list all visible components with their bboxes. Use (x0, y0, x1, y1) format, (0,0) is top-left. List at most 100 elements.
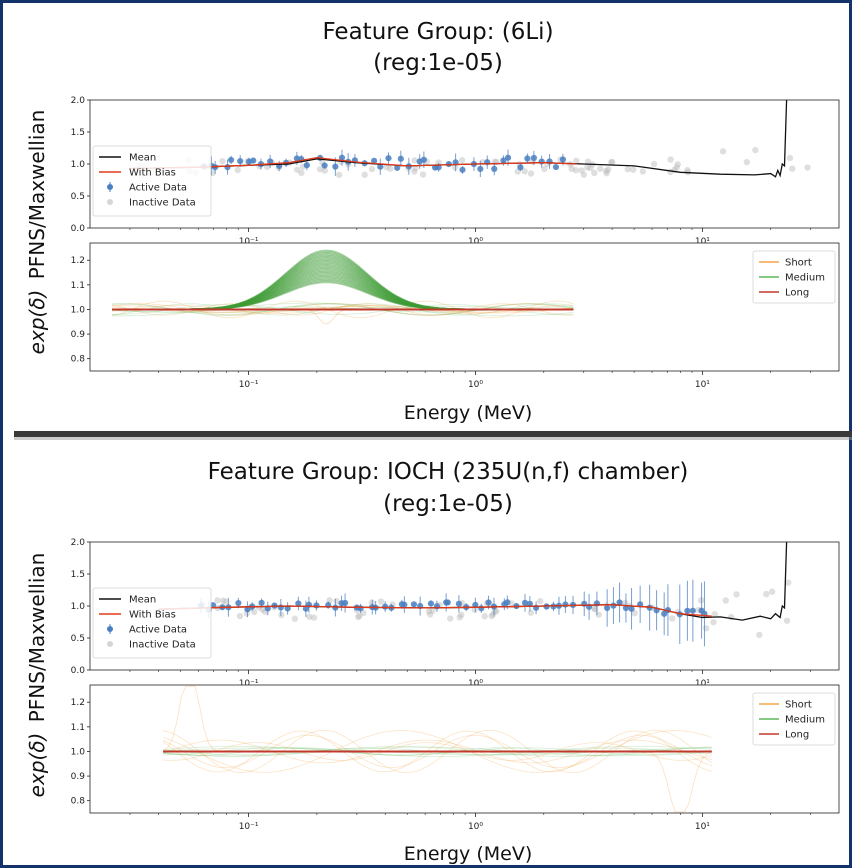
f2-bot-xtick-label: 10⁰ (468, 822, 483, 832)
active-data-point (277, 604, 284, 611)
inactive-data-point (222, 598, 229, 605)
active-data-point (459, 166, 466, 173)
inactive-data-point (622, 599, 629, 607)
inactive-data-point (411, 157, 418, 164)
inactive-data-point (669, 615, 676, 622)
active-data-point (562, 601, 569, 608)
inactive-data-point (426, 611, 434, 618)
inactive-data-point (786, 154, 794, 162)
f1-bot-ytick-label: 1.0 (71, 305, 86, 315)
f1-top-xtick-label: 10⁻¹ (239, 237, 259, 247)
figure-2-top-panel: 0.0 0.5 1.0 1.5 2.0 10⁻¹ 10⁰ 10¹ Mean With Bias Ac… (71, 538, 840, 689)
active-data-point (628, 605, 635, 612)
medium-sample-curve (112, 304, 574, 315)
active-data-point (237, 157, 244, 165)
f1-bot-ytick-label: 1.1 (71, 281, 85, 291)
short-sample-curve (163, 742, 712, 761)
figure-1-bottom-panel: 0.8 0.9 1.0 1.1 1.2 10⁻¹ 10⁰ 10¹ Short Medium Long (71, 242, 840, 390)
active-data-point (478, 605, 485, 612)
f1-bot-ytick-label: 0.9 (71, 330, 86, 340)
active-data-point (267, 158, 274, 165)
inactive-data-point (429, 607, 436, 614)
medium-sample-curve (163, 746, 712, 757)
short-sample-curve (111, 306, 574, 313)
inactive-data-point (603, 167, 610, 175)
inactive-data-point (361, 171, 368, 178)
f1-top-xtick-label: 10⁰ (468, 237, 483, 247)
legend-box (752, 692, 836, 746)
inactive-data-point (684, 166, 691, 174)
f1-bot-xtick-label: 10⁻¹ (239, 380, 259, 390)
inactive-data-point (639, 168, 647, 175)
inactive-data-point (743, 158, 751, 166)
inactive-data-point (356, 612, 363, 620)
legend-active-swatch (107, 184, 113, 190)
active-data-point (385, 155, 392, 162)
medium-sample-curve (111, 303, 574, 316)
inactive-data-point (573, 157, 580, 164)
active-data-point (313, 602, 320, 609)
inactive-data-point (591, 169, 598, 177)
inactive-data-point (722, 597, 729, 604)
figure-1-title: Feature Group: (6Li) (322, 19, 553, 45)
f1-bot-xtick-label: 10⁰ (468, 380, 483, 390)
active-data-point (377, 163, 384, 170)
inactive-data-point (783, 617, 791, 624)
active-data-point (530, 154, 537, 162)
active-data-point (524, 155, 531, 162)
active-data-point (504, 154, 512, 161)
inactive-data-point (584, 158, 592, 165)
inactive-data-point (368, 165, 376, 173)
active-data-point (500, 157, 507, 164)
active-data-point (342, 599, 349, 607)
inactive-data-point (804, 164, 811, 171)
medium-sample-curve (163, 746, 712, 757)
inactive-data-point (278, 611, 285, 619)
figure-2-subtitle: (reg:1e-05) (383, 491, 513, 517)
active-data-point (235, 599, 242, 607)
inactive-data-point (316, 166, 324, 173)
inactive-data-point (298, 169, 305, 177)
inactive-data-point (293, 166, 301, 173)
legend-label: Mean (129, 595, 156, 606)
active-data-point (394, 164, 401, 171)
f1-bot-ytick-label: 0.8 (71, 355, 86, 365)
active-data-point (445, 160, 452, 168)
f2-bot-ytick-label: 0.9 (71, 772, 86, 782)
medium-sample-curve (111, 303, 574, 316)
inactive-data-point (214, 597, 221, 604)
active-data-point (616, 599, 623, 606)
legend-label: Active Data (129, 183, 187, 194)
f1-bot-xtick-label: 10¹ (695, 380, 710, 390)
legend-inactive-swatch (107, 199, 113, 205)
f2-top-ytick-label: 0.5 (71, 634, 85, 644)
figure-1-top-panel: 0.0 0.5 1.0 1.5 2.0 10⁻¹ 10⁰ 10¹ Mean With Bias Ac… (71, 96, 840, 247)
inactive-data-point (458, 611, 465, 619)
inactive-data-point (784, 579, 792, 586)
inactive-data-point (756, 631, 763, 639)
legend-label: Long (785, 288, 809, 299)
legend-label: Short (785, 258, 812, 269)
active-data-point (444, 599, 451, 606)
active-data-point (477, 165, 484, 173)
active-data-point (485, 599, 492, 606)
active-data-point (526, 600, 533, 607)
f2-top-ytick-label: 1.0 (71, 602, 86, 612)
inactive-data-point (383, 163, 390, 171)
inactive-data-point (471, 606, 478, 613)
inactive-data-point (521, 168, 528, 175)
inactive-data-point (360, 609, 367, 617)
inactive-data-point (597, 165, 604, 172)
active-data-point (295, 600, 302, 607)
inactive-data-point (481, 613, 488, 620)
inactive-data-point (719, 148, 727, 155)
inactive-data-point (493, 608, 500, 615)
figure-2-ylabel-main: PFNS/Maxwellian (25, 553, 49, 723)
inactive-data-point (605, 166, 612, 173)
figure-1-subtitle: (reg:1e-05) (373, 50, 503, 76)
f2-top-xtick-label: 10¹ (695, 679, 710, 689)
inactive-data-point (527, 609, 535, 616)
figure-1-ylabel: exp(δ) PFNS/Maxwellian (25, 110, 49, 355)
inactive-data-point (458, 157, 466, 164)
active-data-point (321, 162, 328, 169)
